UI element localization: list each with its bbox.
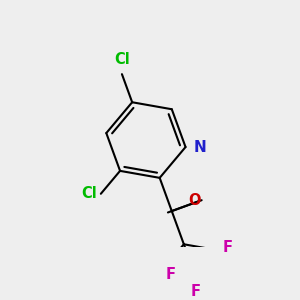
Text: F: F <box>165 267 175 282</box>
Text: F: F <box>191 284 201 299</box>
Text: Cl: Cl <box>114 52 130 68</box>
Text: F: F <box>223 240 233 255</box>
Text: O: O <box>189 193 201 208</box>
Text: Cl: Cl <box>81 186 97 201</box>
Text: N: N <box>193 140 206 154</box>
